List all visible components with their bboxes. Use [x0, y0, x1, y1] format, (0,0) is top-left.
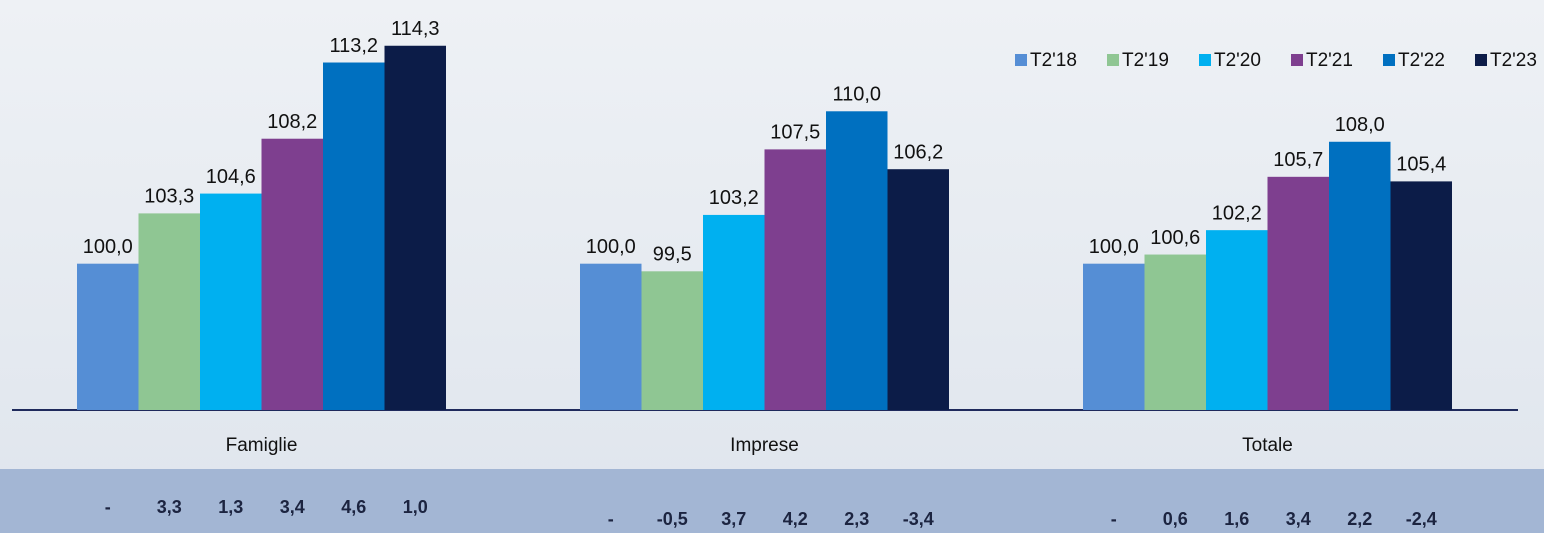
value-label: 100,0 [586, 236, 636, 258]
legend-swatch [1199, 54, 1211, 66]
value-label: 107,5 [770, 122, 820, 144]
table-cell: 3,4 [1286, 509, 1311, 529]
bar [138, 213, 200, 410]
table-cell: 3,4 [280, 497, 305, 517]
table-cell: - [1111, 509, 1117, 529]
value-label: 105,4 [1396, 154, 1446, 176]
table-cell: 4,6 [341, 497, 366, 517]
table-cell: 1,6 [1224, 509, 1249, 529]
value-label: 110,0 [832, 84, 881, 106]
table-cell: 0,6 [1163, 509, 1188, 529]
table-cell: - [105, 497, 111, 517]
legend-swatch [1383, 54, 1395, 66]
value-label: 105,7 [1273, 149, 1323, 171]
table-cell: 1,0 [403, 497, 428, 517]
legend-label: T2'21 [1306, 50, 1353, 71]
value-label: 114,3 [391, 18, 440, 40]
legend-label: T2'20 [1214, 50, 1261, 71]
value-label: 106,2 [893, 141, 943, 163]
table-cell: -0,5 [657, 509, 688, 529]
value-label: 108,2 [267, 111, 317, 133]
bar [1267, 176, 1329, 410]
x-tick-label: Imprese [730, 435, 799, 456]
bar [323, 62, 385, 411]
value-label: 103,2 [709, 187, 759, 209]
x-tick-label: Famiglie [226, 435, 298, 456]
legend-swatch [1107, 54, 1119, 66]
legend-label: T2'19 [1122, 50, 1169, 71]
x-tick-label: Totale [1242, 435, 1293, 456]
bar [261, 138, 323, 411]
table-cell: -2,4 [1406, 509, 1437, 529]
bar [764, 149, 826, 410]
bar [384, 45, 446, 410]
bar [1390, 181, 1452, 410]
table-cell: 3,3 [157, 497, 182, 517]
value-label: 100,0 [83, 236, 133, 258]
table-cell: 2,3 [844, 509, 869, 529]
legend-label: T2'22 [1398, 50, 1445, 71]
legend-swatch [1015, 54, 1027, 66]
bar [1329, 141, 1391, 410]
value-label: 104,6 [206, 166, 256, 188]
table-cell: -3,4 [903, 509, 934, 529]
value-label: 102,2 [1212, 202, 1262, 224]
value-label: 103,3 [144, 186, 194, 208]
bar [580, 263, 642, 410]
legend-label: T2'23 [1490, 50, 1537, 71]
table-cell: - [608, 509, 614, 529]
value-label: 100,6 [1150, 227, 1200, 249]
bar [1206, 230, 1268, 410]
value-label: 108,0 [1335, 114, 1385, 136]
bar [641, 271, 703, 410]
bar [1083, 263, 1145, 410]
table-cell: 4,2 [783, 509, 808, 529]
bar [77, 263, 139, 410]
value-label: 100,0 [1089, 236, 1139, 258]
value-label: 99,5 [653, 244, 692, 266]
legend-label: T2'18 [1030, 50, 1077, 71]
legend-swatch [1475, 54, 1487, 66]
bar [826, 111, 888, 410]
bar [1144, 254, 1206, 410]
bar [887, 169, 949, 410]
table-cell: 1,3 [218, 497, 243, 517]
value-label: 113,2 [329, 35, 378, 57]
table-band [0, 469, 1544, 533]
bar [703, 214, 765, 410]
table-cell: 2,2 [1347, 509, 1372, 529]
bar [200, 193, 262, 410]
legend-swatch [1291, 54, 1303, 66]
table-cell: 3,7 [721, 509, 746, 529]
